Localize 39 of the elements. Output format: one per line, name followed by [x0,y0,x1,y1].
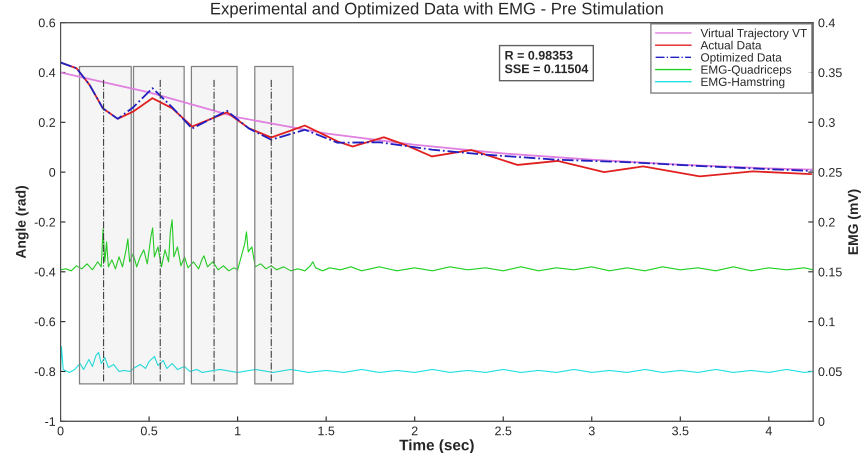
x-tick-label: 0 [58,426,64,436]
y2-tick-label: 0.15 [818,268,842,276]
y2-tick-label: 0.3 [818,118,835,127]
legend-label: Actual Data [700,40,762,50]
y-tick-label: -0.8 [34,367,56,376]
y-tick-label: -1 [45,417,56,426]
legend-label: Optimized Data [701,52,782,64]
legend-label: EMG-Hamstring [701,77,784,88]
x-tick-label: 1 [235,426,240,436]
y2-tick-label: 0.2 [818,218,835,227]
annotation: R = 0.98353 SSE = 0.11504 [504,50,588,74]
x-tick-label: 4 [766,426,772,436]
x-tick-label: 2.5 [495,426,512,436]
line-series [60,219,814,272]
legend-label: Virtual Trajectory VT [700,28,807,40]
y2-tick-label: 0.4 [818,18,835,28]
x-tick-label: 2 [412,426,418,436]
x-tick-label: 3 [588,426,595,436]
line-series [60,346,814,374]
x-axis-title: Time (sec) [399,439,474,453]
y2-tick-label: 0.35 [818,68,842,78]
y-tick-label: 0.6 [38,18,56,28]
y-axis-title: Angle (rad) [16,186,29,258]
x-tick-label: 3.5 [672,426,688,436]
y-tick-label: -0.2 [34,218,56,227]
y-tick-label: -0.6 [34,317,56,326]
x-tick-label: 0.5 [140,426,158,436]
y-tick-label: 0 [49,168,56,177]
y-tick-label: 0.2 [38,118,56,127]
y-tick-label: -0.4 [34,268,56,276]
y2-axis-title: EMG (mV) [848,189,861,254]
y-tick-label: 0.4 [38,68,56,78]
x-tick-label: 1.5 [318,426,334,436]
y2-tick-label: 0.1 [818,317,835,326]
legend-label: EMG-Quadriceps [701,65,792,76]
y2-tick-label: 0.05 [818,367,842,376]
y2-tick-label: 0 [818,417,824,426]
y2-tick-label: 0.25 [818,168,842,177]
chart-title: Experimental and Optimized Data with EMG - Pre Stimulation [211,2,663,18]
